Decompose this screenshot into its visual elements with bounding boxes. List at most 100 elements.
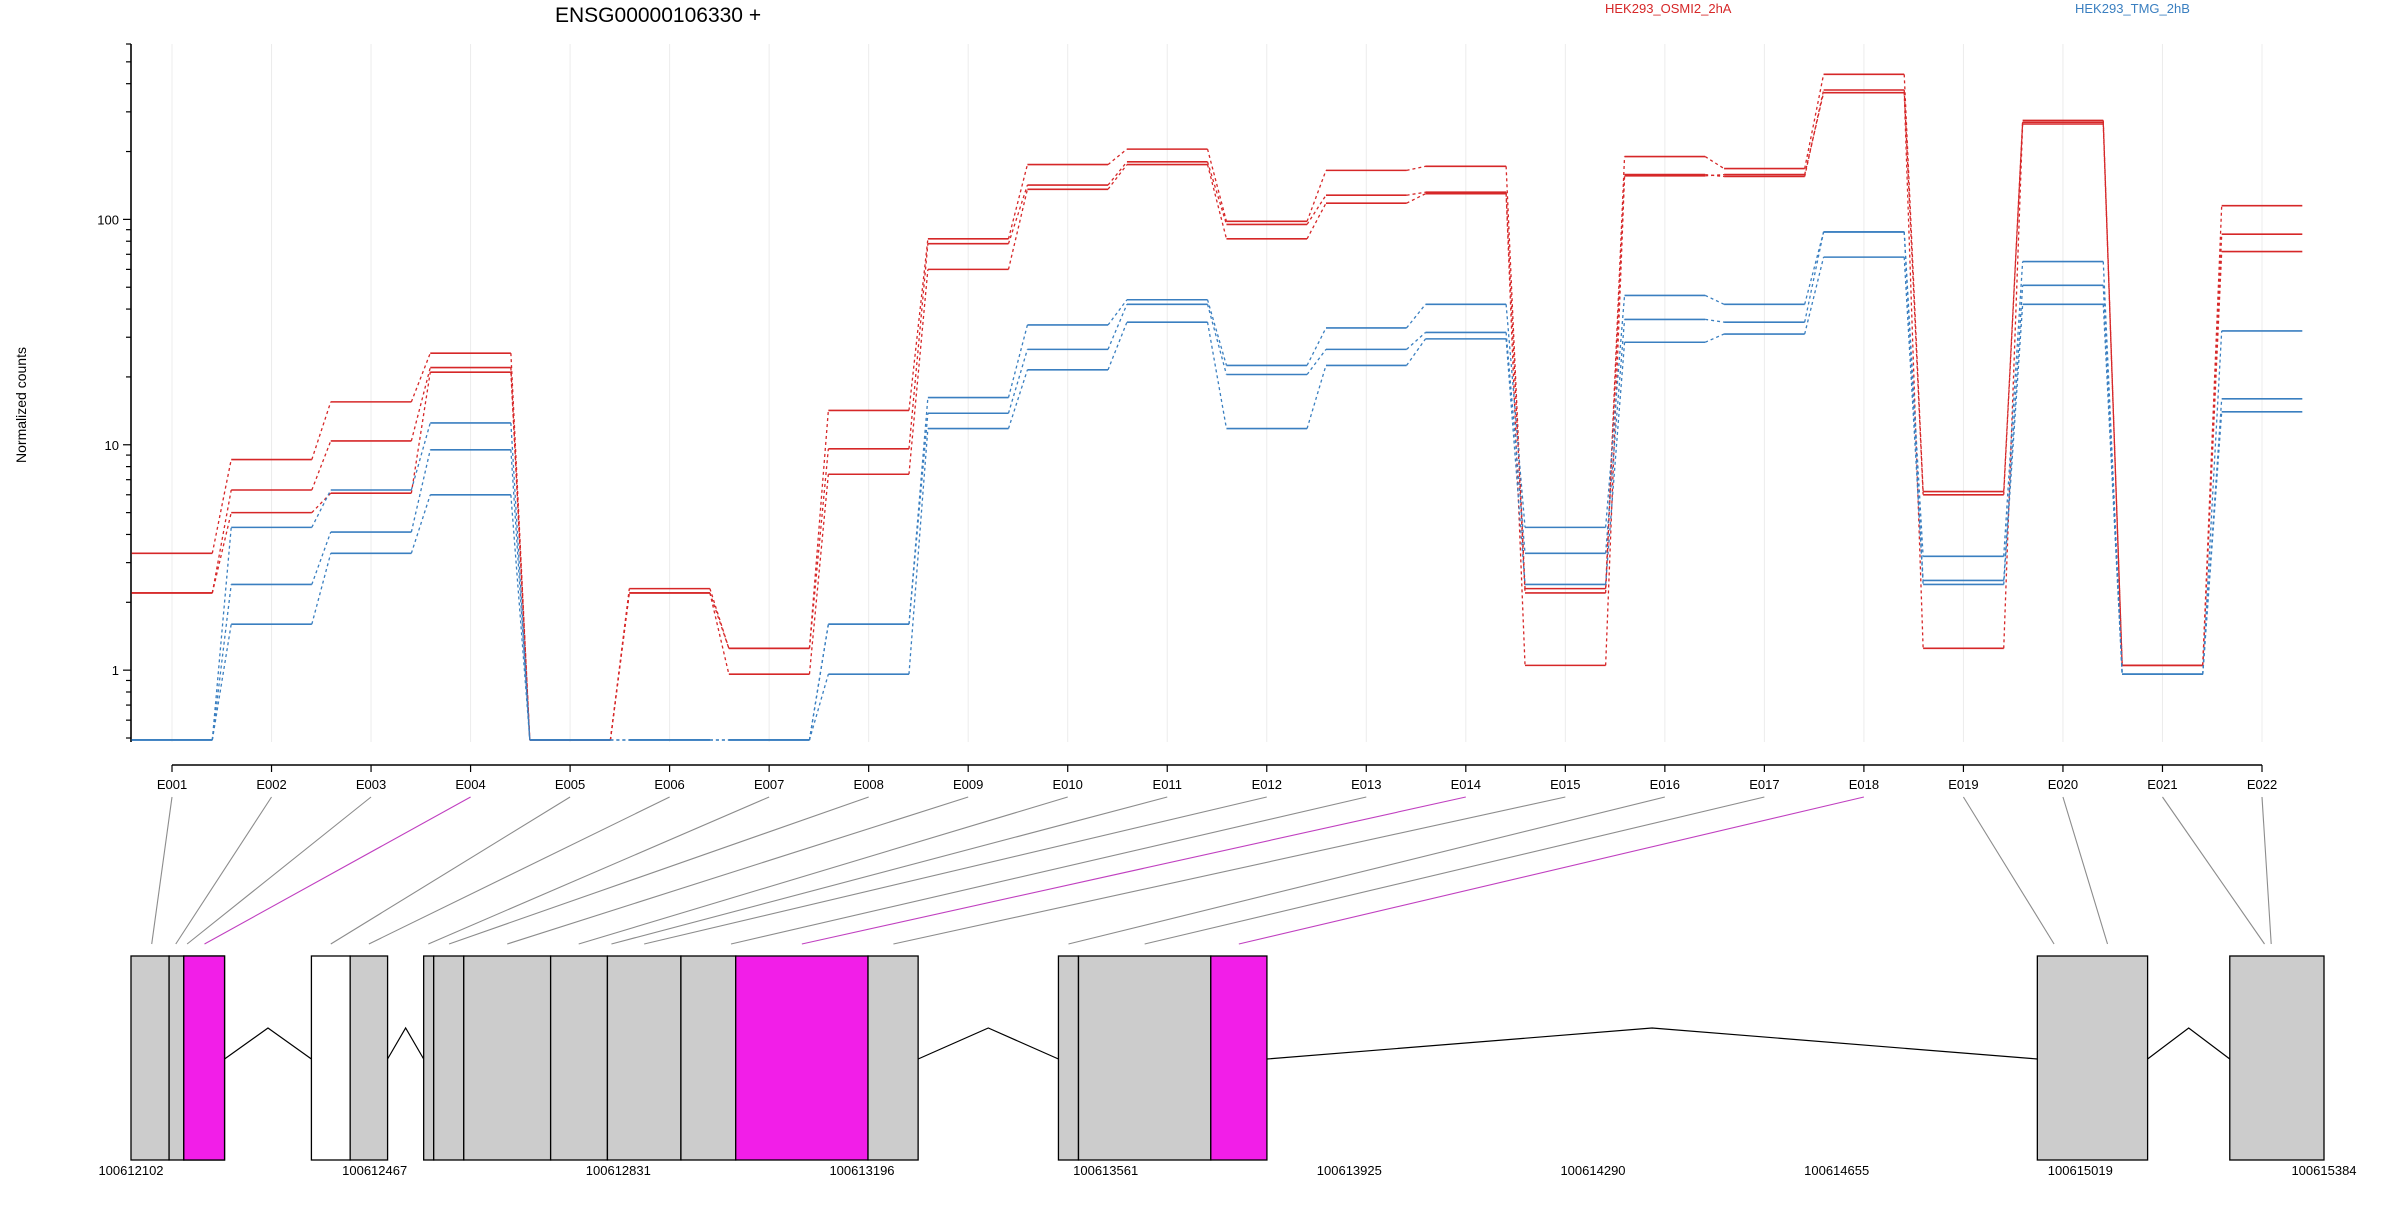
series-connector xyxy=(211,459,232,554)
series-connector xyxy=(1107,299,1128,326)
coordinate-tick-label: 100612831 xyxy=(586,1163,651,1178)
exon-bin xyxy=(349,955,389,1161)
intron-line xyxy=(1266,1027,2038,1060)
series-connector xyxy=(1804,92,1825,175)
series-connector xyxy=(410,494,431,554)
exon-connectors xyxy=(151,796,2272,945)
x-tick-label: E003 xyxy=(356,777,386,792)
x-axis: E001 E002 E003 E004 E005 E006 E007 E008 E009 E010… xyxy=(157,764,2277,792)
series-connector xyxy=(1206,299,1228,366)
series-connector xyxy=(1206,322,1228,429)
series-connector xyxy=(1206,304,1228,375)
series-connector xyxy=(1903,92,1924,649)
exon-connector xyxy=(1962,796,2055,945)
exon-connector xyxy=(368,796,670,945)
exon-connector xyxy=(330,796,571,945)
series-connector xyxy=(211,512,232,594)
x-tick-label: E013 xyxy=(1351,777,1381,792)
series-line xyxy=(131,256,2303,741)
series-connector xyxy=(1107,164,1128,190)
series-connector xyxy=(1107,321,1128,371)
exon-bin-highlighted xyxy=(183,955,226,1161)
series-connector xyxy=(311,553,332,625)
series-connector xyxy=(2003,285,2024,581)
series-connector xyxy=(410,449,431,533)
x-tick-label: E015 xyxy=(1550,777,1580,792)
series-connector xyxy=(510,372,531,741)
x-tick-label: E020 xyxy=(2048,777,2078,792)
coordinate-tick-label: 100615384 xyxy=(2291,1163,2356,1178)
exon-bin-highlighted xyxy=(735,955,869,1161)
series-connector xyxy=(2102,123,2123,666)
series-connector xyxy=(1306,348,1327,375)
series-connector xyxy=(2102,304,2123,675)
series-connector xyxy=(1107,304,1128,350)
x-tick-label: E019 xyxy=(1948,777,1978,792)
series-connector xyxy=(808,410,830,649)
coordinate-tick-label: 100612467 xyxy=(342,1163,407,1178)
series-connector xyxy=(1206,148,1228,222)
coordinate-tick-label: 100614290 xyxy=(1560,1163,1625,1178)
exon-bin xyxy=(606,955,682,1161)
legend-item-tmg: HEK293_TMG_2hB xyxy=(2075,1,2190,16)
series-connector xyxy=(1406,303,1427,329)
x-tick-label: E014 xyxy=(1451,777,1481,792)
exon-connector xyxy=(1144,796,1765,945)
intron-line xyxy=(387,1026,425,1060)
series-layer xyxy=(131,73,2303,741)
series-connector xyxy=(1505,338,1526,585)
y-axis-label: Normalized counts xyxy=(13,347,29,463)
exon-connector xyxy=(2162,796,2265,945)
exon-bin xyxy=(1057,955,1080,1161)
series-connector xyxy=(2202,411,2223,675)
coordinate-tick-label: 100615019 xyxy=(2048,1163,2113,1178)
coordinate-tick-label: 100614655 xyxy=(1804,1163,1869,1178)
series-connector xyxy=(1505,304,1526,528)
series-connector xyxy=(1007,369,1029,429)
x-tick-label: E005 xyxy=(555,777,585,792)
series-connector xyxy=(510,494,531,741)
series-connector xyxy=(1505,332,1526,554)
series-connector xyxy=(510,422,531,741)
coordinate-tick-label: 100613925 xyxy=(1317,1163,1382,1178)
series-connector xyxy=(1007,349,1029,414)
series-line xyxy=(131,91,2303,741)
x-tick-label: E016 xyxy=(1650,777,1680,792)
series-connector xyxy=(1007,324,1029,398)
coordinate-tick-label: 100613561 xyxy=(1073,1163,1138,1178)
series-connector xyxy=(908,243,929,449)
exon-bin xyxy=(1077,955,1212,1161)
x-tick-label: E012 xyxy=(1252,777,1282,792)
x-tick-label: E010 xyxy=(1053,777,1083,792)
intron-line xyxy=(2147,1027,2231,1060)
series-connector xyxy=(510,449,531,741)
x-tick-label: E018 xyxy=(1849,777,1879,792)
x-tick-label: E017 xyxy=(1749,777,1779,792)
series-connector xyxy=(908,238,929,411)
series-connector xyxy=(1505,166,1526,589)
exon-bin xyxy=(433,955,465,1161)
exon-connector xyxy=(186,796,372,945)
series-connector xyxy=(1007,164,1029,239)
series-connector xyxy=(1604,295,1626,528)
exon-bin xyxy=(2229,955,2325,1161)
series-connector xyxy=(908,413,929,625)
series-connector xyxy=(1206,161,1228,225)
series-connector xyxy=(1704,156,1725,170)
series-connector xyxy=(709,592,730,649)
series-connector xyxy=(410,352,431,403)
x-tick-label: E001 xyxy=(157,777,187,792)
exon-bin xyxy=(130,955,170,1161)
series-connector xyxy=(2003,304,2024,585)
exon-connector xyxy=(204,796,471,945)
series-connector xyxy=(311,489,332,528)
exon-connector xyxy=(151,796,173,945)
series-connector xyxy=(2003,120,2024,492)
exon-connector xyxy=(1068,796,1665,945)
series-connector xyxy=(1306,202,1327,240)
y-axis: 1 10 100 xyxy=(97,43,132,742)
x-tick-label: E008 xyxy=(853,777,883,792)
x-tick-label: E004 xyxy=(455,777,485,792)
exon-bin xyxy=(867,955,919,1161)
exon-connector xyxy=(448,796,869,945)
